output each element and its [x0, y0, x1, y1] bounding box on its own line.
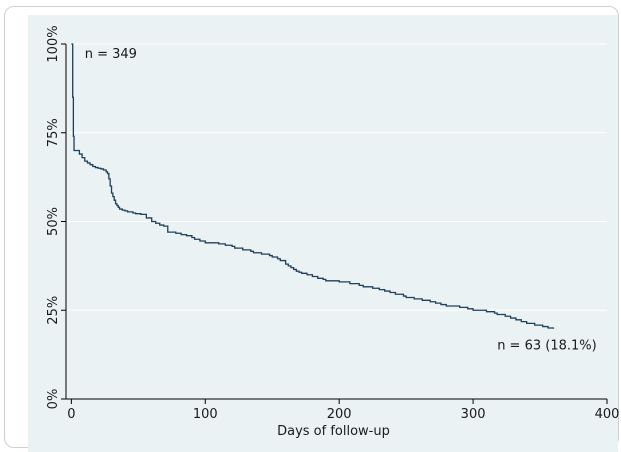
x-tick-label-2: 200	[327, 407, 352, 422]
x-axis-ticks: 0 100 200 300 400	[67, 399, 619, 422]
annotation-0: n = 349	[85, 47, 137, 62]
x-axis-title: Days of follow-up	[277, 424, 390, 439]
x-tick-label-0: 0	[67, 407, 75, 422]
x-tick-label-1: 100	[193, 407, 218, 422]
y-tick-label-3: 75%	[46, 118, 61, 147]
survival-curve	[71, 43, 555, 329]
annotations: n = 349 n = 63 (18.1%)	[85, 47, 597, 353]
y-tick-label-2: 50%	[46, 207, 61, 236]
annotation-1: n = 63 (18.1%)	[497, 338, 597, 353]
y-tick-label-4: 100%	[46, 25, 61, 62]
y-axis-ticks: 0% 25% 50% 75% 100%	[46, 25, 66, 409]
x-tick-label-3: 300	[461, 407, 486, 422]
y-tick-label-0: 0%	[46, 389, 61, 410]
x-tick-label-4: 400	[595, 407, 620, 422]
y-tick-label-1: 25%	[46, 296, 61, 325]
